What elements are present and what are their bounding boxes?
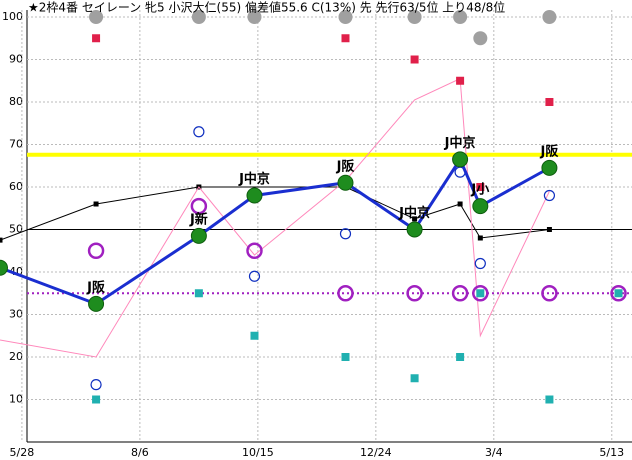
marker xyxy=(473,31,488,46)
marker xyxy=(191,10,206,24)
marker xyxy=(410,55,419,64)
y-tick-label: 10 xyxy=(9,393,23,406)
marker xyxy=(339,228,352,240)
race-label: J中京 xyxy=(444,135,476,151)
race-label: J阪 xyxy=(86,280,106,295)
marker xyxy=(341,34,350,43)
marker xyxy=(338,10,353,24)
marker xyxy=(93,201,99,207)
marker xyxy=(0,237,3,243)
marker xyxy=(412,216,418,222)
marker xyxy=(477,235,483,241)
marker xyxy=(0,259,8,276)
y-tick-label: 60 xyxy=(9,180,23,193)
chart-title: ★2枠4番 セイレーン 牝5 小沢大仁(55) 偏差値55.6 C(13%) 先… xyxy=(28,0,505,15)
marker xyxy=(247,10,262,24)
race-label: J中京 xyxy=(238,171,270,187)
marker xyxy=(476,289,485,298)
marker xyxy=(610,285,627,302)
marker xyxy=(456,76,465,85)
marker xyxy=(453,10,468,24)
marker xyxy=(250,331,259,340)
marker xyxy=(410,374,419,383)
y-tick-label: 30 xyxy=(9,308,23,321)
marker xyxy=(337,174,354,191)
x-tick-label: 5/13 xyxy=(599,446,624,459)
x-tick-label: 8/6 xyxy=(131,446,149,459)
marker xyxy=(542,10,557,24)
marker xyxy=(472,198,489,215)
marker xyxy=(406,221,423,238)
series-line xyxy=(0,186,550,241)
marker xyxy=(193,126,205,138)
marker xyxy=(451,285,469,302)
y-tick-label: 50 xyxy=(9,223,23,236)
marker xyxy=(194,289,203,298)
marker xyxy=(614,289,623,298)
y-tick-label: 100 xyxy=(2,10,23,23)
race-label: J阪 xyxy=(336,159,356,174)
marker xyxy=(541,285,558,302)
marker xyxy=(190,197,208,215)
marker xyxy=(472,285,489,302)
marker xyxy=(543,189,556,202)
marker xyxy=(92,395,101,404)
marker xyxy=(190,227,207,244)
marker xyxy=(546,227,552,232)
marker xyxy=(88,295,105,312)
x-tick-label: 10/15 xyxy=(242,446,274,459)
marker xyxy=(248,270,261,282)
marker xyxy=(89,10,104,24)
marker xyxy=(545,395,554,404)
marker xyxy=(246,242,263,259)
race-label: J中京 xyxy=(398,205,430,221)
marker xyxy=(337,285,354,302)
race-label: J小 xyxy=(470,183,489,198)
marker xyxy=(246,187,263,204)
marker xyxy=(90,379,102,391)
y-tick-label: 90 xyxy=(9,53,23,66)
marker xyxy=(456,353,465,361)
marker xyxy=(92,34,101,43)
race-label: J新 xyxy=(189,211,208,227)
x-tick-label: 5/28 xyxy=(10,446,35,459)
y-tick-label: 80 xyxy=(9,95,23,108)
x-tick-label: 12/24 xyxy=(360,446,392,459)
marker xyxy=(407,10,422,24)
x-tick-label: 3/4 xyxy=(485,446,503,459)
race-label: J阪 xyxy=(539,144,559,159)
marker xyxy=(341,353,350,361)
marker xyxy=(452,151,469,168)
marker xyxy=(541,159,558,176)
marker xyxy=(87,242,105,259)
marker xyxy=(545,98,554,106)
y-tick-label: 70 xyxy=(9,138,23,151)
marker xyxy=(476,183,485,191)
marker xyxy=(406,285,423,302)
marker xyxy=(457,201,463,207)
marker xyxy=(474,257,486,270)
y-tick-label: 20 xyxy=(9,350,23,363)
